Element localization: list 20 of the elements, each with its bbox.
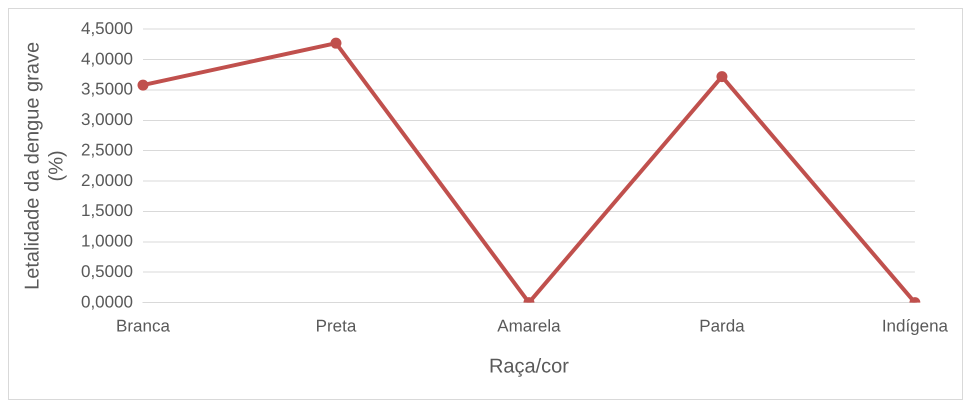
x-axis-title: Raça/cor: [488, 356, 570, 378]
y-tick-label: 3,0000: [80, 110, 133, 130]
x-tick-label: Preta: [316, 316, 357, 336]
point: [330, 38, 342, 49]
x-tick-label: Parda: [699, 316, 746, 336]
y-tick-label: 1,0000: [80, 232, 133, 251]
y-tick-label: 0,0000: [80, 292, 133, 312]
y-tick-label: 2,5000: [80, 140, 133, 160]
y-tick-label: 2,0000: [80, 170, 133, 190]
x-tick-label: Branca: [116, 316, 170, 336]
point: [137, 80, 148, 91]
point: [716, 71, 728, 82]
y-tick-label: 3,5000: [80, 80, 133, 99]
y-tick-label: 0,5000: [80, 262, 133, 281]
y-tick-label: 4,0000: [80, 49, 133, 68]
y-tick-label: 4,5000: [80, 18, 133, 38]
x-tick-label: Amarela: [497, 316, 562, 336]
x-tick-label: Indígena: [882, 316, 949, 336]
y-tick-label: 1,5000: [80, 201, 133, 220]
y-axis-title: Letalidade da dengue grave (%): [22, 42, 68, 290]
